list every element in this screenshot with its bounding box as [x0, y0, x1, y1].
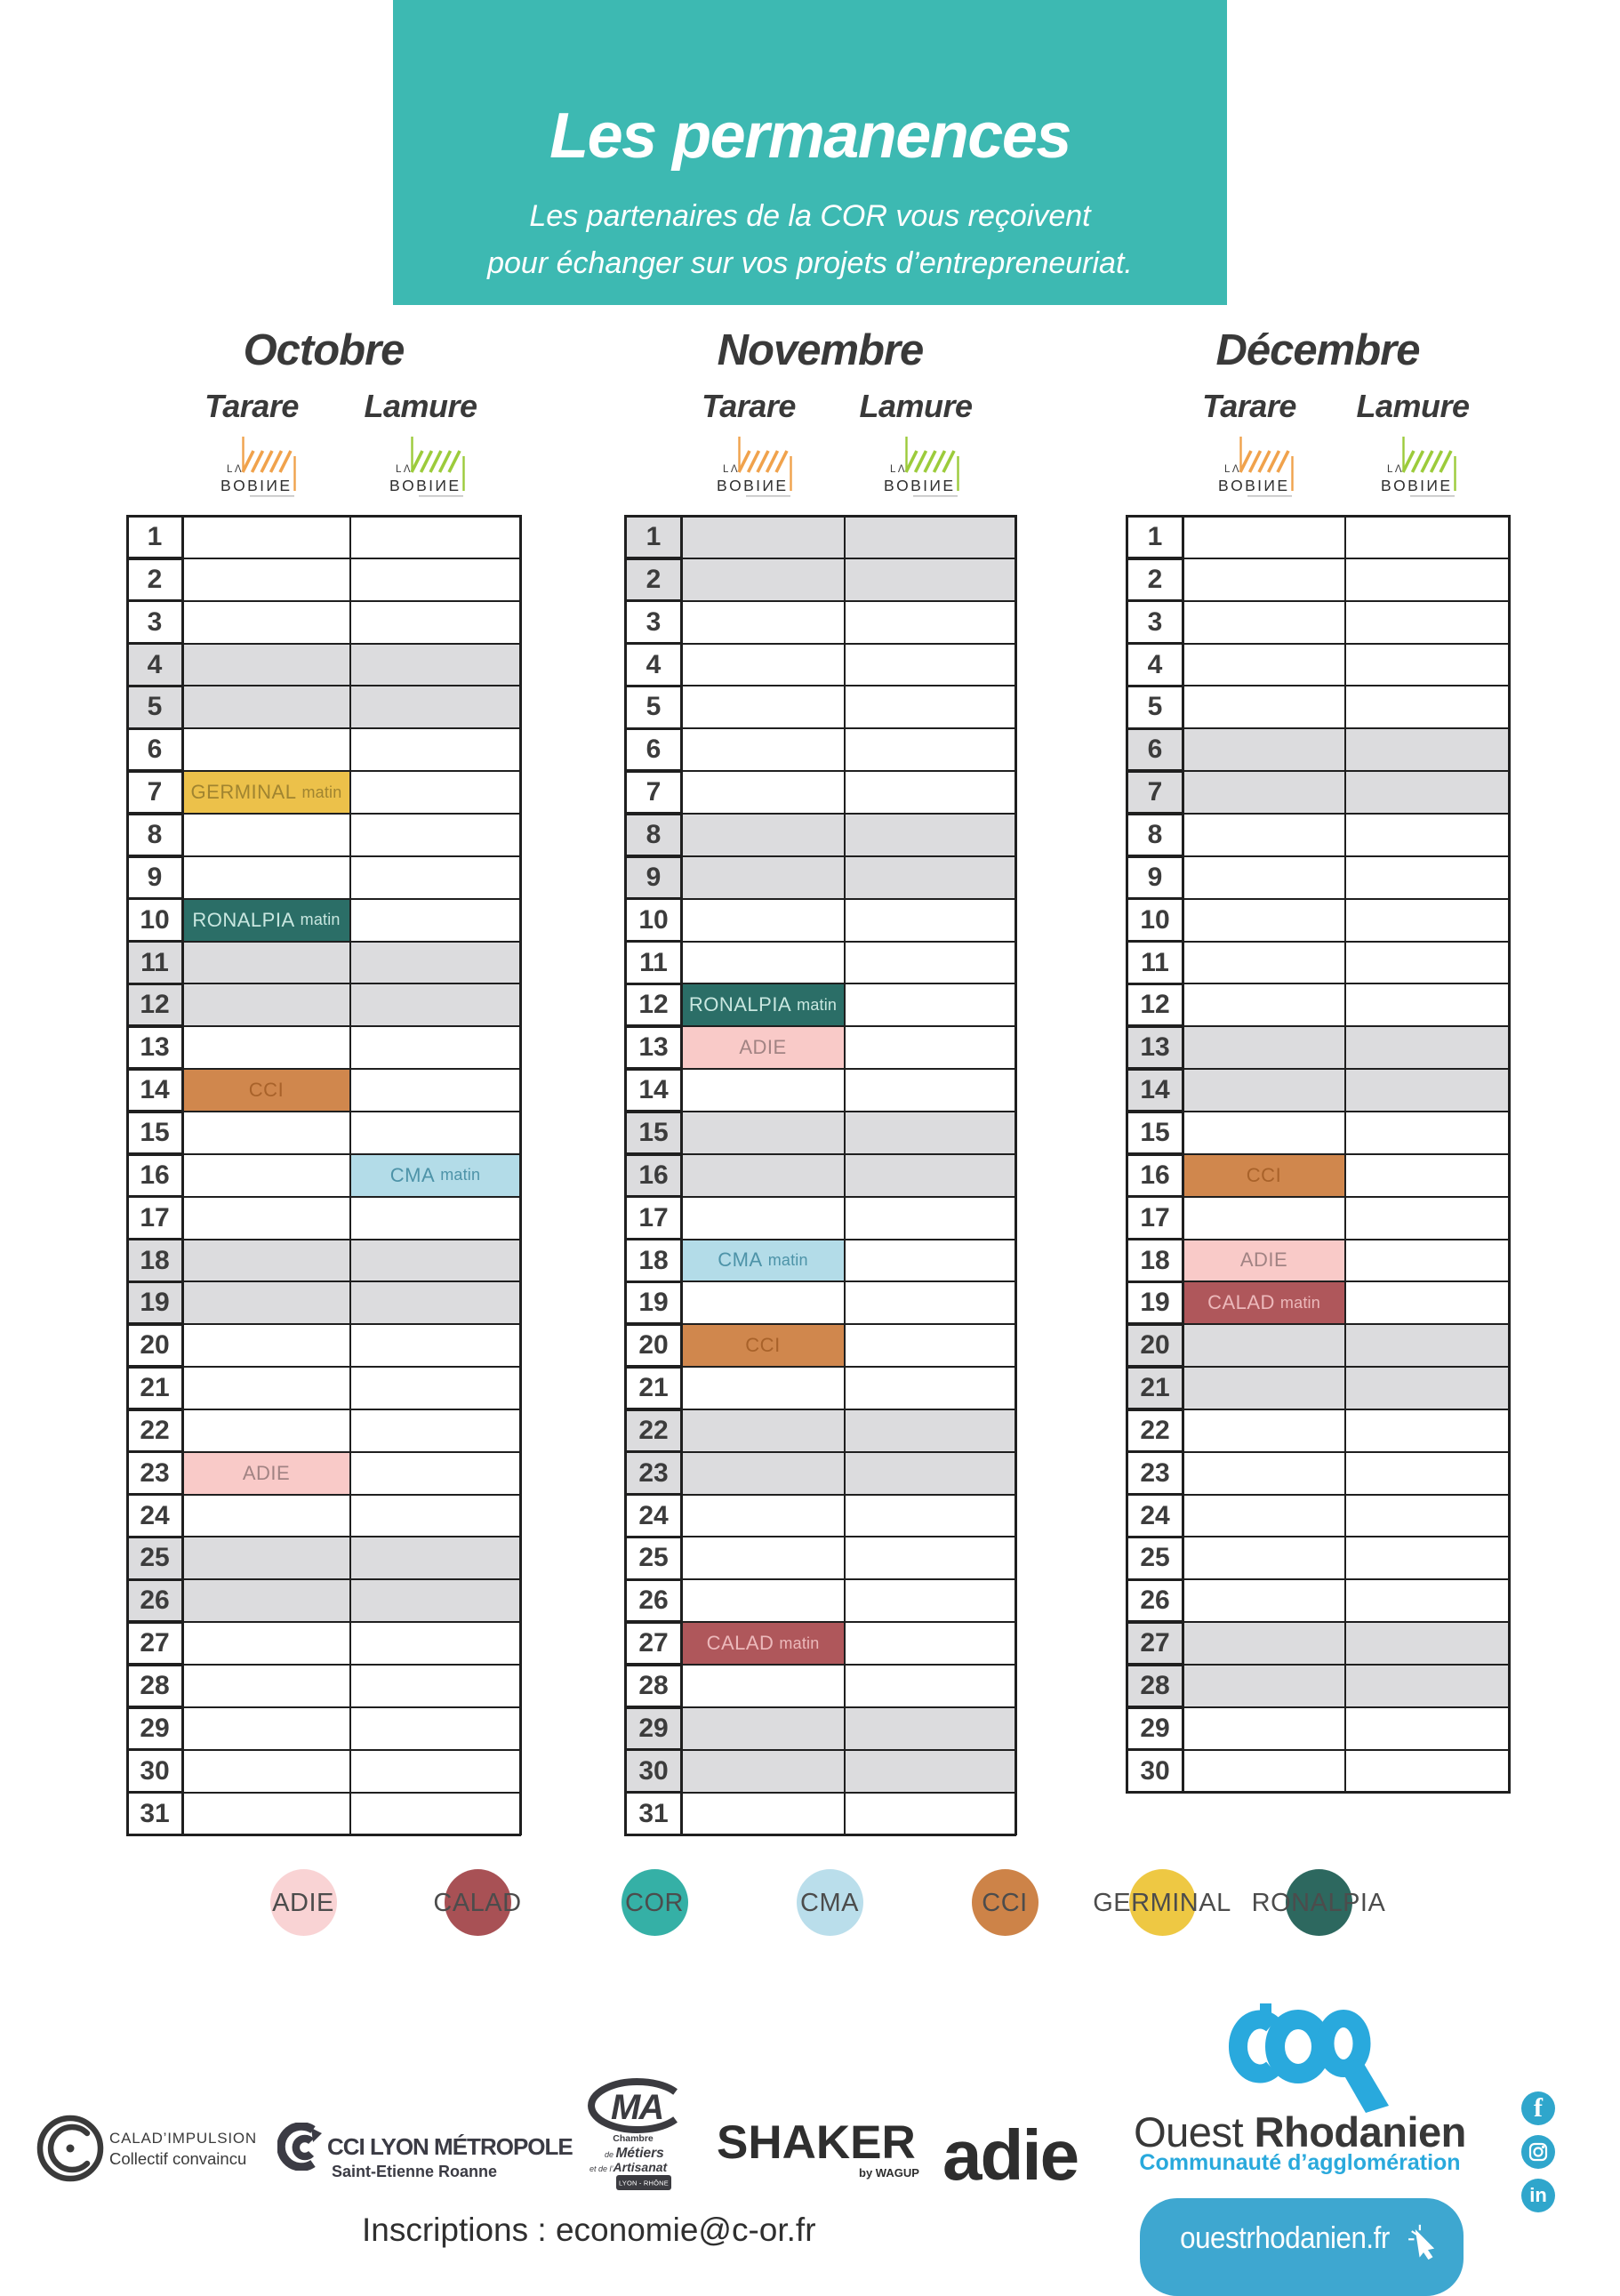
svg-text:de Métiers: de Métiers [605, 2146, 664, 2161]
svg-text:LYON - RHÔNE: LYON - RHÔNE [619, 2180, 669, 2188]
svg-text:LΛ: LΛ [1387, 464, 1404, 475]
svg-text:MA: MA [611, 2088, 662, 2127]
svg-text:BOBIИE: BOBIИE [717, 477, 788, 494]
svg-text:BOBIИE: BOBIИE [389, 477, 461, 494]
svg-text:LΛ: LΛ [890, 464, 907, 475]
svg-text:BOBIИE: BOBIИE [1381, 477, 1452, 494]
svg-text:BOBIИE: BOBIИE [884, 477, 955, 494]
svg-text:et de l’Artisanat: et de l’Artisanat [589, 2160, 669, 2174]
svg-text:LΛ: LΛ [396, 464, 413, 475]
svg-text:LΛ: LΛ [1224, 464, 1241, 475]
svg-text:LΛ: LΛ [723, 464, 740, 475]
svg-text:BOBIИE: BOBIИE [1218, 477, 1289, 494]
svg-text:BOBIИE: BOBIИE [221, 477, 292, 494]
svg-text:LΛ: LΛ [227, 464, 244, 475]
svg-text:Chambre: Chambre [613, 2133, 654, 2144]
